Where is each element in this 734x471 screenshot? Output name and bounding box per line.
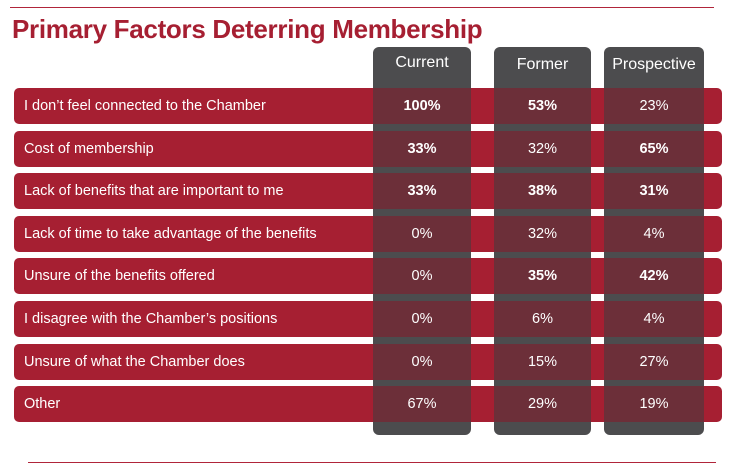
cell-former: 53%: [494, 88, 591, 124]
row-label: Lack of benefits that are important to m…: [24, 183, 284, 199]
cell-current: 100%: [373, 88, 471, 124]
cell-prospective: 23%: [604, 88, 704, 124]
row-label: I don’t feel connected to the Chamber: [24, 98, 266, 114]
cell-prospective: 42%: [604, 258, 704, 294]
cell-former: 6%: [494, 301, 591, 337]
cell-current: 67%: [373, 386, 471, 422]
cell-current: 0%: [373, 344, 471, 380]
top-divider: [10, 7, 714, 8]
bottom-divider: [28, 462, 716, 463]
table-row: Cost of membership 33% 32% 65%: [14, 131, 722, 167]
cell-prospective: 31%: [604, 173, 704, 209]
cell-former: 29%: [494, 386, 591, 422]
cell-current: 0%: [373, 258, 471, 294]
cell-prospective: 65%: [604, 131, 704, 167]
table-row: Lack of time to take advantage of the be…: [14, 216, 722, 252]
column-header-current: Current: [395, 54, 449, 71]
cell-current: 0%: [373, 216, 471, 252]
table-row: I don’t feel connected to the Chamber 100…: [14, 88, 722, 124]
cell-current: 33%: [373, 131, 471, 167]
table-row: Unsure of what the Chamber does 0% 15% 27%: [14, 344, 722, 380]
column-header-former: Former: [516, 56, 569, 73]
cell-current: 33%: [373, 173, 471, 209]
cell-current: 0%: [373, 301, 471, 337]
cell-former: 32%: [494, 216, 591, 252]
cell-prospective: 27%: [604, 344, 704, 380]
page-title: Primary Factors Deterring Membership: [12, 14, 483, 44]
row-label: Unsure of what the Chamber does: [24, 354, 245, 370]
row-label: Lack of time to take advantage of the be…: [24, 226, 317, 242]
table-row: Lack of benefits that are important to m…: [14, 173, 722, 209]
table-row: Other 67% 29% 19%: [14, 386, 722, 422]
cell-prospective: 19%: [604, 386, 704, 422]
column-header-prospective: Prospective: [612, 56, 696, 73]
cell-former: 35%: [494, 258, 591, 294]
table-row: I disagree with the Chamber’s positions 0…: [14, 301, 722, 337]
table-row: Unsure of the benefits offered 0% 35% 42%: [14, 258, 722, 294]
row-label: I disagree with the Chamber’s positions: [24, 311, 278, 327]
row-label: Other: [24, 396, 61, 412]
cell-prospective: 4%: [604, 301, 704, 337]
cell-prospective: 4%: [604, 216, 704, 252]
cell-former: 32%: [494, 131, 591, 167]
cell-former: 15%: [494, 344, 591, 380]
cell-former: 38%: [494, 173, 591, 209]
row-label: Cost of membership: [24, 141, 154, 157]
row-label: Unsure of the benefits offered: [24, 268, 215, 284]
